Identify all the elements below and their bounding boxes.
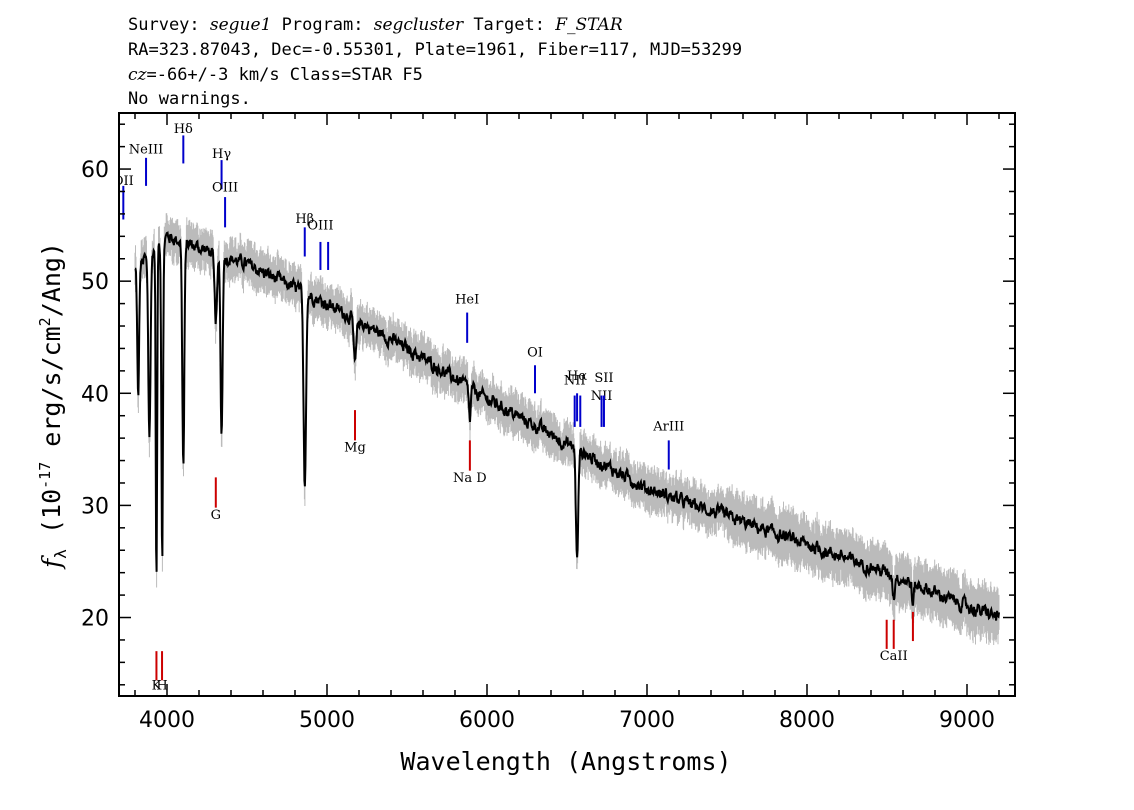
absorption-line-label: H [156,678,167,693]
header-line-1: Survey: segue1 Program: segcluster Targe… [128,15,623,35]
y-tick-label: 30 [81,494,109,519]
plot-frame [118,112,1016,697]
emission-line-label: NII [591,389,613,404]
absorption-line-label: Mg [344,441,366,456]
y-tick-label: 40 [81,382,109,407]
emission-line-label: Hα [567,369,587,384]
flux-line [134,230,1000,621]
x-axis-label: Wavelength (Angstroms) [400,747,731,776]
x-tick-label: 7000 [619,708,675,733]
x-tick-label: 5000 [299,708,355,733]
plot-area: OIINeIIIHδHγOIIIHβOIIIHeIOINIIHαNIISIIAr… [113,122,1000,693]
absorption-line-label: K [152,678,162,693]
y-tick-label: 20 [81,607,109,632]
emission-line-label: OIII [307,219,333,234]
cz-label: cz [128,65,148,85]
y-axis-label: fλ (10-17 erg/s/cm2/Ang) [36,242,70,570]
emission-line-label: SII [594,371,613,386]
line-markers: OIINeIIIHδHγOIIIHβOIIIHeIOINIIHαNIISIIAr… [113,122,914,693]
emission-line-label: OII [113,174,134,189]
y-tick-label: 60 [81,158,109,183]
emission-line-label: HeI [455,293,479,308]
emission-line-label: NII [564,373,586,388]
cz-value: =-66+/-3 [146,65,228,85]
absorption-line-label: CaII [880,649,908,664]
emission-line-label: Hβ [295,212,314,227]
target-label: Target: [463,15,555,35]
emission-line-label: OIII [212,180,238,195]
x-tick-label: 9000 [939,708,995,733]
y-tick-label: 50 [81,270,109,295]
axis-ticks: 4000 5000 6000 7000 8000 9000 20 30 40 50 60 [81,113,1015,733]
emission-line-label: ArIII [652,419,684,434]
emission-line-label: Hγ [212,147,231,162]
x-tick-label: 8000 [779,708,835,733]
absorption-line-label: Na D [453,471,487,486]
cz-units-class: km/s Class=STAR F5 [228,65,422,85]
svg-text:fλ (10-17 erg/s/cm2/Ang): fλ (10-17 erg/s/cm2/Ang) [36,242,70,570]
emission-line-label: Hδ [174,122,193,137]
x-tick-label: 4000 [139,708,195,733]
program-label: Program: [271,15,373,35]
header-line-2: RA=323.87043, Dec=-0.55301, Plate=1961, … [128,40,742,60]
target-value: F_STAR [554,15,623,35]
survey-value: segue1 [210,15,272,35]
survey-label: Survey: [128,15,210,35]
x-tick-label: 6000 [459,708,515,733]
absorption-line-label: G [211,508,221,523]
emission-line-label: OI [527,345,543,360]
program-value: segcluster [374,15,464,35]
header-line-4: No warnings. [128,89,251,109]
header-line-3: cz=-66+/-3 km/s Class=STAR F5 [128,65,423,85]
emission-line-label: NeIII [129,142,163,157]
